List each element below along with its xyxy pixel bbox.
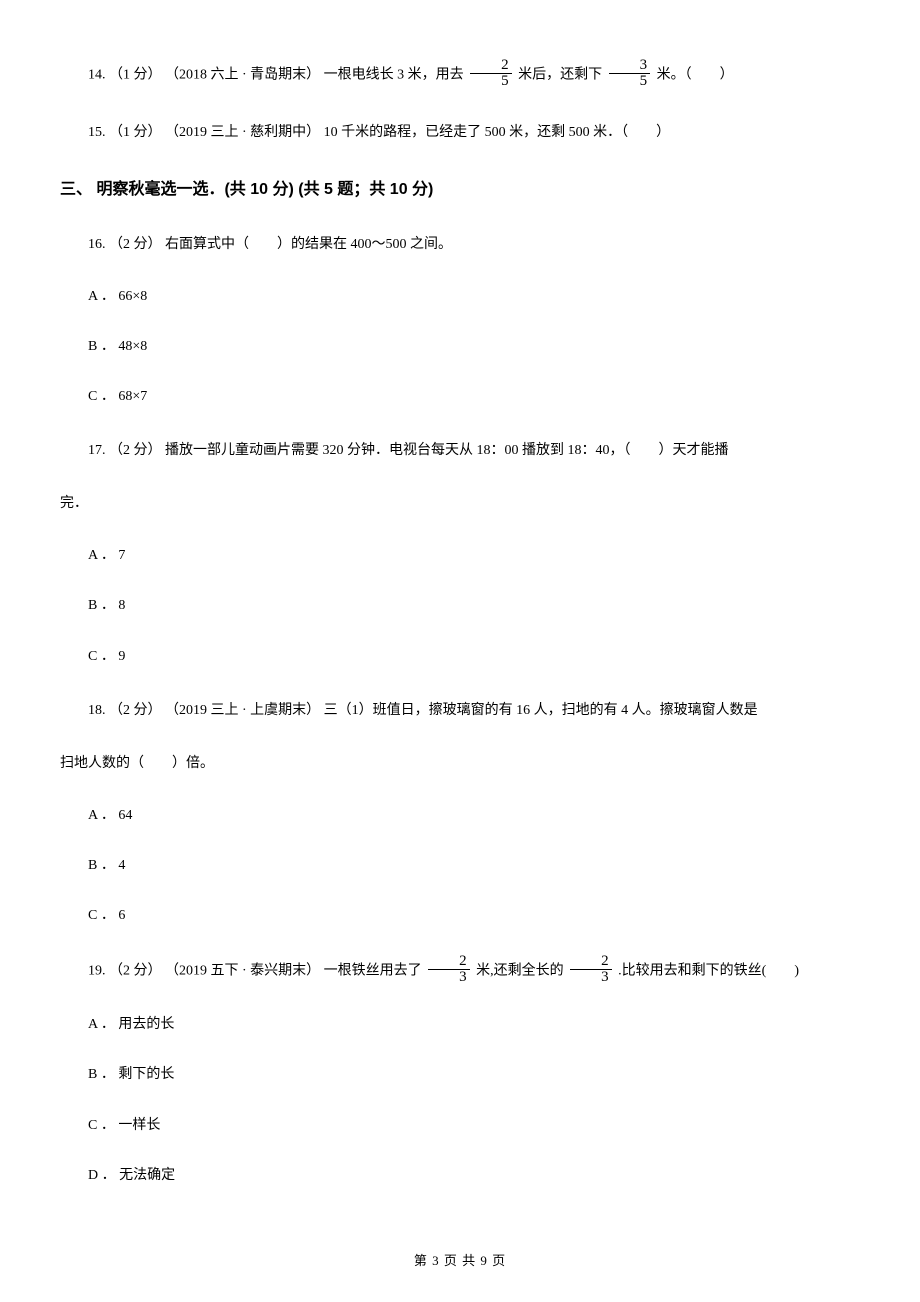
q16-stem: 16. （2 分） 右面算式中（ ）的结果在 400～500 之间。 [60, 231, 860, 259]
q19-option-b: B ． 剩下的长 [88, 1062, 860, 1087]
q14-fraction-2: 35 [609, 58, 651, 89]
q16-text: 右面算式中（ ）的结果在 400～500 之间。 [165, 237, 452, 252]
q19-fraction-2: 23 [570, 954, 612, 985]
q14-fraction-1: 25 [470, 58, 512, 89]
q17-option-b: B ． 8 [88, 593, 860, 618]
q18-text: 三（1）班值日，擦玻璃窗的有 16 人，扫地的有 4 人。擦玻璃窗人数是 [324, 703, 758, 718]
q15-number: 15. [88, 125, 106, 140]
q16-option-b: B ． 48×8 [88, 334, 860, 359]
q18-continuation: 扫地人数的（ ）倍。 [60, 750, 860, 778]
q16-option-c: C ． 68×7 [88, 384, 860, 409]
q14-text3: 米。（ ） [653, 68, 734, 83]
q17-text: 播放一部儿童动画片需要 320 分钟．电视台每天从 18：00 播放到 18：4… [165, 443, 729, 458]
q19-option-c: C ． 一样长 [88, 1113, 860, 1138]
q18-option-a: A ． 64 [88, 803, 860, 828]
q18-stem: 18. （2 分） （2019 三上 · 上虞期末） 三（1）班值日，擦玻璃窗的… [60, 697, 860, 725]
q14-text1: 一根电线长 3 米，用去 [324, 68, 468, 83]
question-17: 17. （2 分） 播放一部儿童动画片需要 320 分钟．电视台每天从 18：0… [60, 437, 860, 669]
q19-text3: .比较用去和剩下的铁丝( ) [615, 964, 799, 979]
question-16: 16. （2 分） 右面算式中（ ）的结果在 400～500 之间。 A ． 6… [60, 231, 860, 410]
q18-number: 18. [88, 703, 106, 718]
q17-stem: 17. （2 分） 播放一部儿童动画片需要 320 分钟．电视台每天从 18：0… [60, 437, 860, 465]
q14-text2: 米后，还剩下 [515, 68, 606, 83]
q18-option-b: B ． 4 [88, 853, 860, 878]
question-19: 19. （2 分） （2019 五下 · 泰兴期末） 一根铁丝用去了 23 米,… [60, 956, 860, 1188]
q19-source: （2019 五下 · 泰兴期末） [165, 964, 320, 979]
q19-text2: 米,还剩全长的 [473, 964, 568, 979]
question-15: 15. （1 分） （2019 三上 · 慈利期中） 10 千米的路程，已经走了… [60, 119, 860, 147]
q15-text: 10 千米的路程，已经走了 500 米，还剩 500 米．（ ） [324, 125, 671, 140]
q14-source: （2018 六上 · 青岛期末） [165, 68, 320, 83]
q17-points: （2 分） [109, 443, 162, 458]
q19-text1: 一根铁丝用去了 [324, 964, 426, 979]
q19-points: （2 分） [109, 964, 162, 979]
q18-source: （2019 三上 · 上虞期末） [165, 703, 320, 718]
q17-continuation: 完． [60, 490, 860, 518]
q15-source: （2019 三上 · 慈利期中） [165, 125, 320, 140]
q18-points: （2 分） [109, 703, 162, 718]
q18-option-c: C ． 6 [88, 903, 860, 928]
q17-option-c: C ． 9 [88, 644, 860, 669]
q16-number: 16. [88, 237, 106, 252]
q14-points: （1 分） [109, 68, 162, 83]
q19-stem: 19. （2 分） （2019 五下 · 泰兴期末） 一根铁丝用去了 23 米,… [60, 956, 860, 987]
section-3-header: 三、 明察秋毫选一选．(共 10 分) (共 5 题；共 10 分) [60, 177, 860, 203]
page-footer: 第 3 页 共 9 页 [0, 1251, 920, 1272]
q15-points: （1 分） [109, 125, 162, 140]
q19-fraction-1: 23 [428, 954, 470, 985]
q17-number: 17. [88, 443, 106, 458]
q19-option-d: D ． 无法确定 [88, 1163, 860, 1188]
q14-number: 14. [88, 68, 106, 83]
q16-option-a: A ． 66×8 [88, 284, 860, 309]
q16-points: （2 分） [109, 237, 162, 252]
q19-option-a: A ． 用去的长 [88, 1012, 860, 1037]
question-18: 18. （2 分） （2019 三上 · 上虞期末） 三（1）班值日，擦玻璃窗的… [60, 697, 860, 929]
question-14: 14. （1 分） （2018 六上 · 青岛期末） 一根电线长 3 米，用去 … [60, 60, 860, 91]
q17-option-a: A ． 7 [88, 543, 860, 568]
q19-number: 19. [88, 964, 106, 979]
